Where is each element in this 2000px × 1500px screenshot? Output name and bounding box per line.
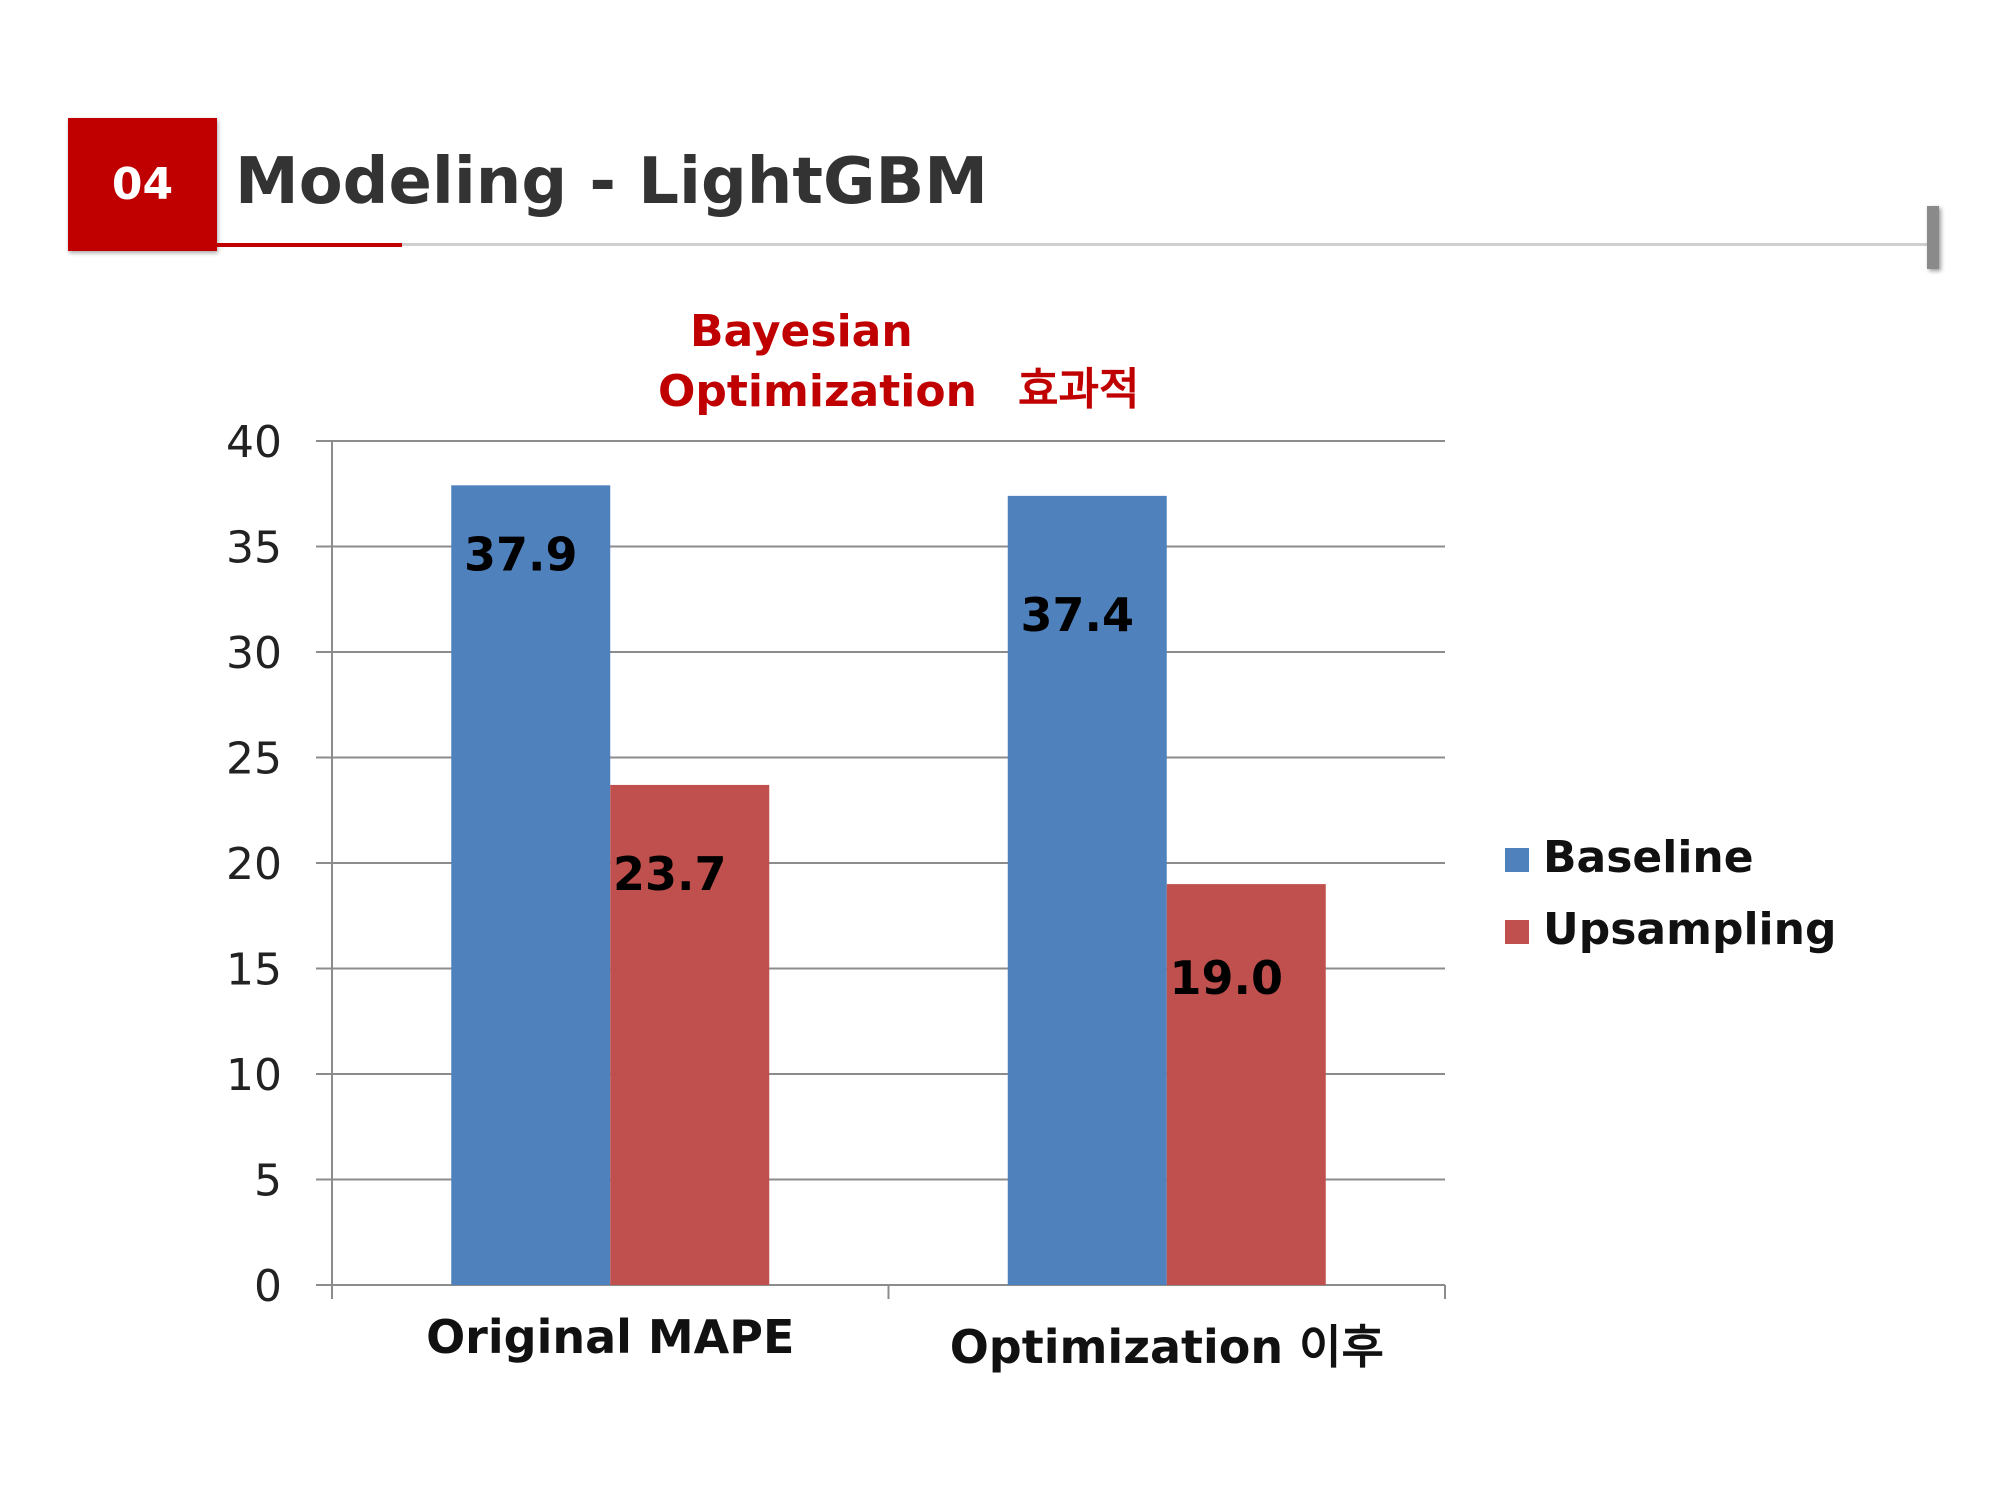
bar-baseline-2 [1007,495,1167,1285]
y-tick-label: 10 [226,1050,282,1101]
x-category-label: Original MAPE [426,1310,794,1364]
data-label: 37.9 [464,527,578,581]
annotation-bayesian: Bayesian [690,306,913,357]
axes: 0 5 10 15 20 25 30 35 40 [226,417,1446,1312]
legend-swatch [1505,920,1529,944]
annotation-effective: 효과적 [1018,364,1140,415]
y-tick-label: 5 [254,1156,282,1207]
title-underline-accent [217,243,402,247]
section-number: 04 [111,159,174,210]
legend-swatch [1505,848,1529,872]
title-rule-end-cap [1927,206,1939,269]
y-tick-label: 15 [226,945,282,996]
slide-title: Modeling - LightGBM [235,145,988,219]
bar-upsampling-1 [610,784,770,1285]
y-tick-label: 35 [226,523,282,574]
bars [451,485,1326,1285]
legend-label: Upsampling [1543,904,1836,955]
x-category-label: Optimization 이후 [950,1320,1384,1374]
bar-baseline-1 [451,485,611,1285]
data-label: 37.4 [1021,588,1135,642]
data-labels: Original MAPE Optimization 이후 37.9 23.7 37.4… [426,527,1384,1374]
section-number-badge: 04 [68,118,217,251]
bar-upsampling-2 [1166,884,1326,1285]
annotation-optimization: Optimization [658,366,977,417]
legend: Baseline Upsampling [1505,832,1836,955]
y-tick-label: 25 [226,734,282,785]
data-label: 19.0 [1170,951,1284,1005]
data-label: 23.7 [613,847,727,901]
y-tick-label: 30 [226,628,282,679]
legend-label: Baseline [1543,832,1754,883]
title-underline [217,243,1937,246]
y-tick-label: 20 [226,839,282,890]
y-tick-label: 0 [254,1261,282,1312]
y-tick-label: 40 [226,417,282,468]
